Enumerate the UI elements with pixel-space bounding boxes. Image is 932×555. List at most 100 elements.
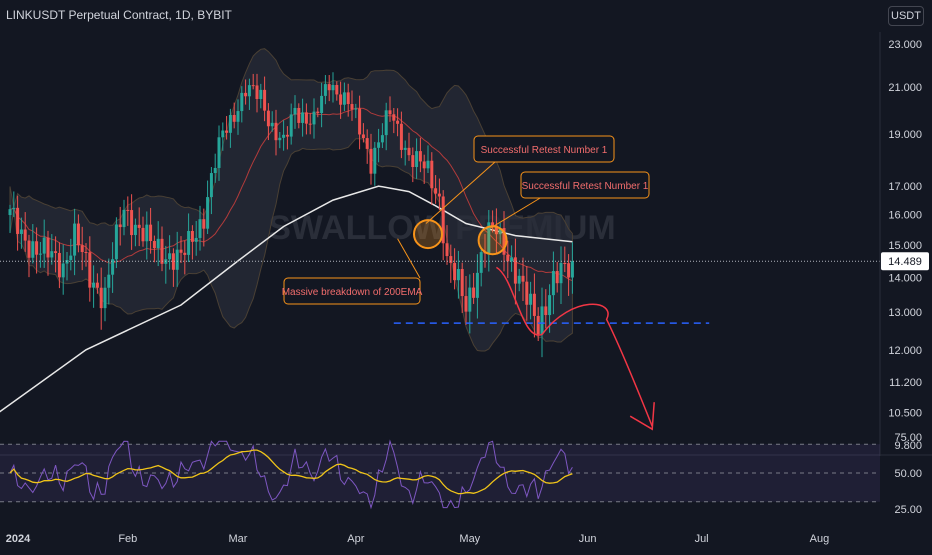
candle-body [494, 225, 498, 235]
breakdown-callout-box [283, 277, 421, 305]
candle-body [236, 111, 240, 122]
time-tick-label: 2024 [6, 533, 31, 545]
time-tick-label: Mar [229, 533, 248, 545]
price-tick-label: 13.000 [888, 307, 922, 319]
candle-body [392, 114, 396, 121]
candle-body [107, 274, 111, 288]
candle-body [559, 262, 563, 284]
candle-body [145, 224, 149, 242]
retest-callout-1-text: Successful Retest Number 1 [481, 145, 608, 156]
candle-body [316, 111, 320, 114]
candle-body [12, 207, 16, 210]
price-tick-label: 15.000 [888, 240, 922, 252]
candle-body [183, 252, 187, 255]
candle-body [259, 89, 263, 99]
candle-body [228, 114, 232, 133]
projection-curve [495, 266, 653, 427]
candle-body [369, 148, 373, 174]
candle-body [46, 237, 50, 258]
candle-body [304, 112, 308, 124]
candle-body [35, 241, 39, 255]
retest-circle-1 [413, 219, 443, 250]
candle-body [540, 306, 544, 335]
candle-body [171, 253, 175, 270]
retest-callout-1-box [473, 135, 615, 163]
candle-body [445, 243, 449, 257]
last-price-badge [881, 252, 929, 271]
candle-body [308, 123, 312, 125]
candle-body [95, 282, 99, 288]
candle-body [498, 228, 502, 235]
rsi-line [9, 439, 573, 510]
candle-body [399, 123, 403, 150]
candle-body [502, 228, 506, 255]
candle-body [274, 122, 278, 141]
candle-body [380, 135, 384, 143]
candle-body [198, 219, 202, 238]
candle-body [293, 107, 297, 115]
candle-body [361, 134, 365, 139]
candle-body [247, 85, 251, 97]
currency-button[interactable]: USDT [888, 6, 924, 26]
candle-body [194, 237, 198, 242]
candle-body [525, 281, 529, 305]
candle-body [156, 238, 160, 249]
candle-body [342, 92, 346, 105]
candle-body [69, 255, 73, 260]
candle-body [358, 108, 362, 135]
candle-body [266, 110, 270, 127]
price-tick-label: 21.000 [888, 82, 922, 94]
candle-body [434, 188, 438, 194]
time-tick-label: Apr [347, 533, 364, 545]
candle-body [149, 224, 153, 242]
candle-body [335, 85, 339, 95]
candle-body [8, 209, 12, 216]
candle-body [415, 151, 419, 168]
candle-body [23, 229, 27, 241]
candle-body [449, 256, 453, 263]
candle-body [464, 296, 468, 312]
candle-body [479, 252, 483, 273]
candle-body [179, 249, 183, 253]
candle-body [354, 108, 358, 110]
candle-body [114, 224, 118, 260]
candle-body [513, 257, 517, 284]
candle-body [456, 269, 460, 281]
rsi-tick-label: 25.00 [894, 504, 922, 516]
price-tick-label: 12.000 [888, 345, 922, 357]
rsi-ma-line [9, 449, 573, 495]
candle-body [475, 272, 479, 298]
candle-body [567, 263, 571, 278]
candle-body [19, 229, 23, 234]
candle-body [50, 251, 54, 258]
candle-body [175, 249, 179, 270]
price-tick-label: 9.800 [894, 440, 922, 452]
candle-body [350, 104, 354, 110]
price-tick-label: 19.000 [888, 129, 922, 141]
candle-body [84, 252, 88, 254]
candle-body [422, 161, 426, 169]
candle-body [426, 160, 430, 169]
candle-body [396, 120, 400, 124]
candle-body [570, 261, 574, 278]
candle-body [76, 223, 80, 246]
price-tick-label: 16.000 [888, 210, 922, 222]
candle-body [472, 287, 476, 298]
candle-body [190, 230, 194, 242]
candle-body [468, 287, 472, 312]
candle-body [240, 92, 244, 112]
retest-callout-1-pointer [425, 161, 496, 224]
last-price-label: 14.489 [888, 256, 922, 268]
ema200-line [0, 185, 573, 413]
candle-body [312, 111, 316, 125]
candle-body [407, 147, 411, 156]
candle-body [209, 173, 213, 198]
candle-body [61, 263, 65, 278]
time-tick-label: Aug [810, 533, 830, 545]
candle-body [491, 222, 495, 226]
candle-body [73, 223, 77, 256]
candle-body [282, 134, 286, 138]
candle-body [430, 160, 434, 189]
